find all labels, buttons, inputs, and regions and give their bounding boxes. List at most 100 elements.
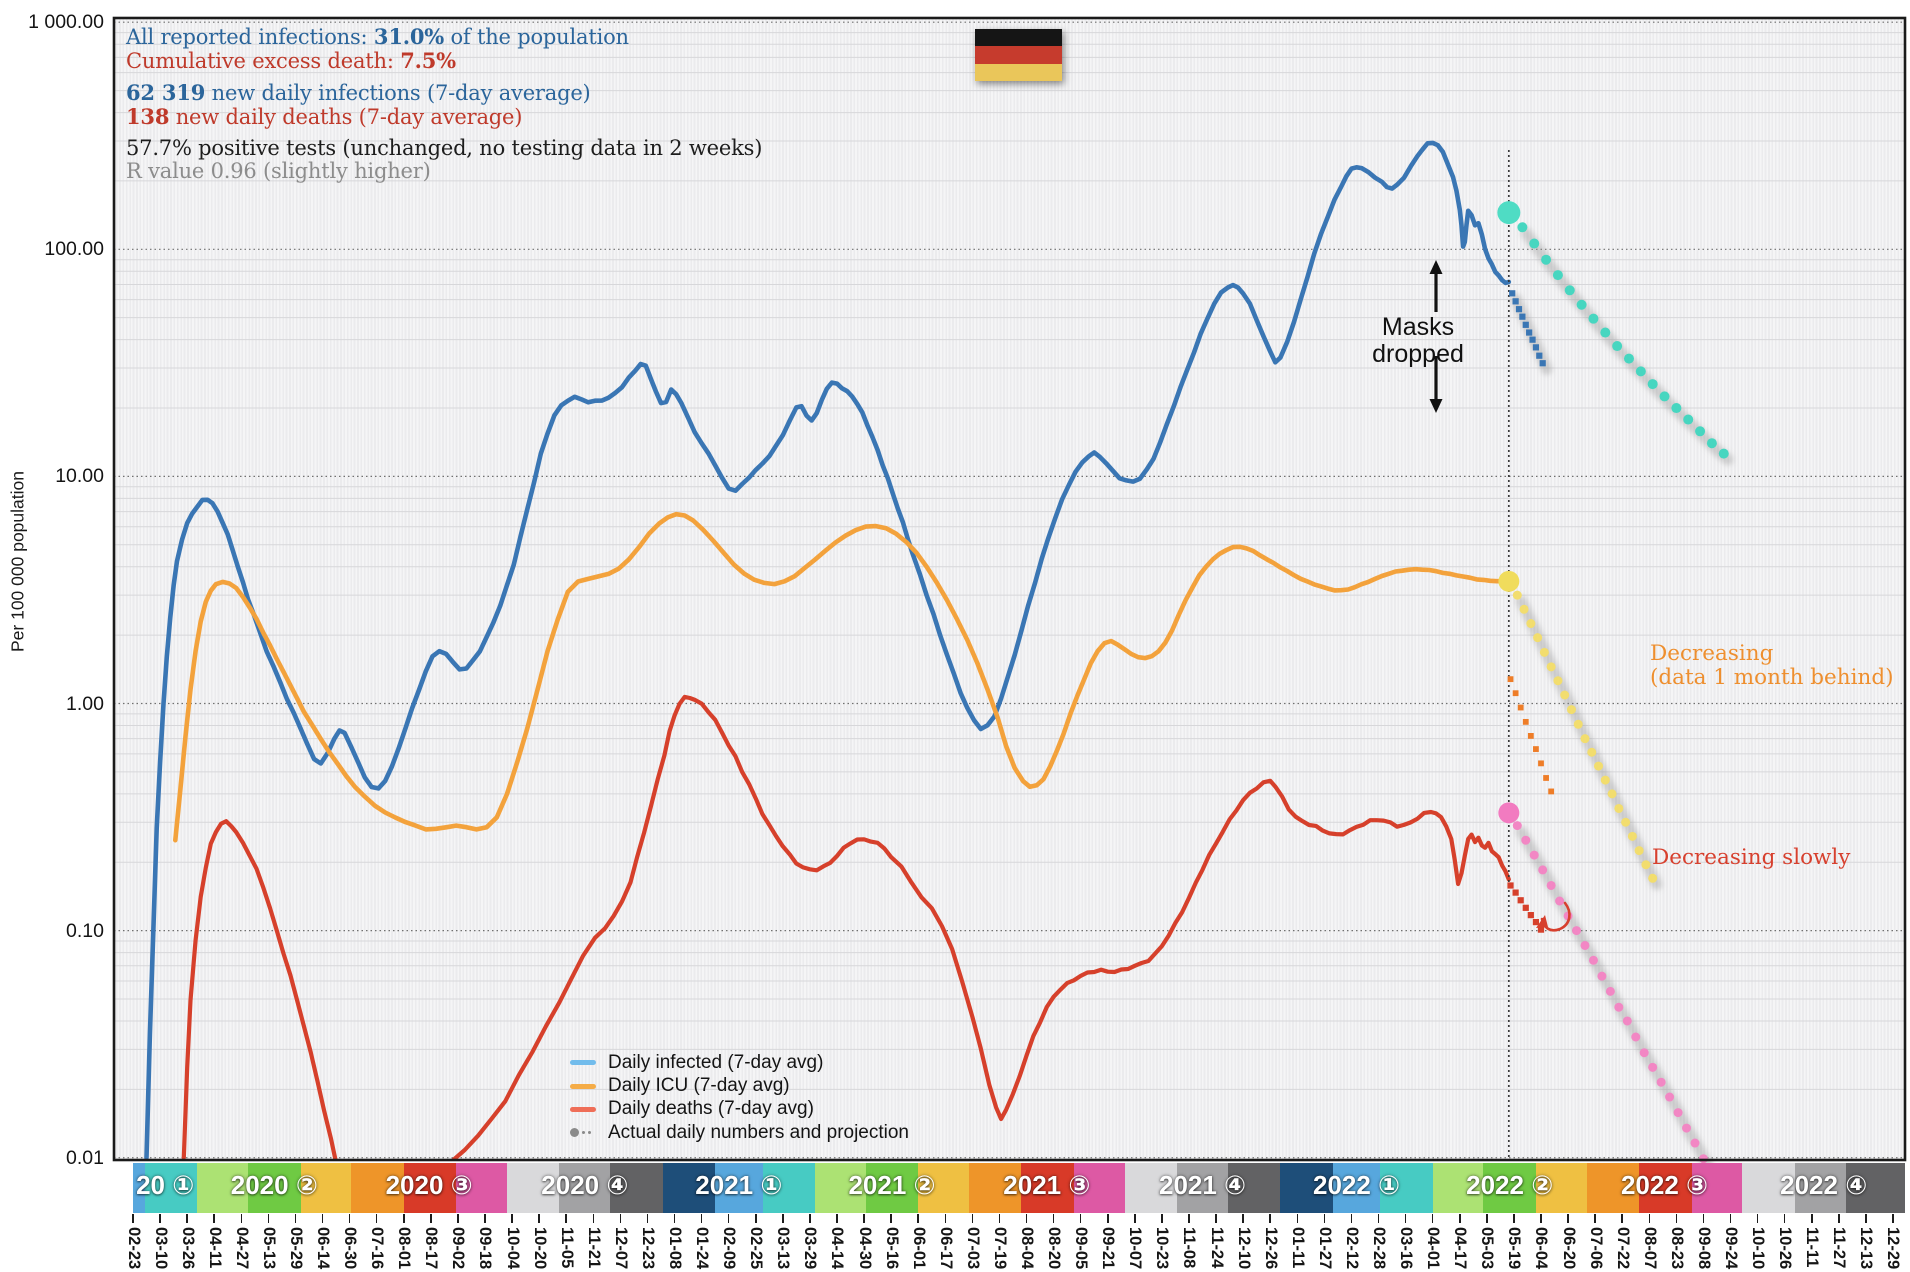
month-cell: [559, 1163, 611, 1213]
y-tick-label: 0.01: [66, 1146, 104, 1169]
month-cell: [456, 1163, 507, 1213]
quarter-band-label: 2022 ④: [1780, 1170, 1868, 1200]
deaths-projection: [1512, 821, 1708, 1164]
x-tick-label: 12-13: [1857, 1227, 1876, 1270]
stats-block: All reported infections: 31.0% of the po…: [126, 25, 762, 183]
infections-daily-actual: [1509, 290, 1546, 367]
month-cell: [506, 1163, 560, 1213]
x-tick-label: 10-10: [1749, 1227, 1768, 1270]
quarter-band-label: 2020 ③: [385, 1170, 473, 1200]
month-cell: [1845, 1163, 1899, 1213]
x-tick-mark: [484, 1214, 486, 1223]
month-cell: [1639, 1163, 1692, 1213]
x-tick-label: 06-30: [341, 1227, 360, 1270]
x-tick-label: 05-16: [882, 1227, 901, 1270]
x-tick-mark: [1052, 1214, 1055, 1223]
x-tick-mark: [321, 1214, 324, 1223]
x-tick-label: 11-08: [1180, 1227, 1199, 1269]
x-tick-label: 04-01: [1424, 1227, 1443, 1270]
x-tick-label: 11-24: [1207, 1227, 1226, 1269]
x-tick-label: 07-19: [990, 1227, 1009, 1270]
legend-label: Daily deaths (7-day avg): [608, 1098, 814, 1120]
stat-excess-death: Cumulative excess death: 7.5%: [126, 48, 456, 73]
flag-stripe-black: [975, 29, 1062, 47]
legend-item-4: Actual daily numbers and projection: [570, 1121, 909, 1144]
month-cell: [1124, 1163, 1178, 1213]
x-tick-label: 06-14: [314, 1227, 333, 1270]
month-cell: [762, 1163, 815, 1213]
x-tick-label: 09-05: [1072, 1227, 1091, 1270]
x-tick-label: 12-07: [611, 1227, 630, 1270]
gridlines: [114, 21, 1905, 1159]
x-tick-mark: [1215, 1214, 1217, 1223]
x-tick-mark: [1865, 1214, 1867, 1223]
x-tick-mark: [836, 1214, 838, 1223]
y-tick-label: 1.00: [66, 692, 104, 715]
x-tick-mark: [1404, 1214, 1407, 1223]
x-tick-label: 09-21: [1099, 1227, 1118, 1270]
quarter-band-label: 2021 ①: [695, 1170, 783, 1200]
stat-all-infections: All reported infections: 31.0% of the po…: [126, 24, 629, 49]
icu-daily-actual: [1507, 676, 1555, 795]
stat-new-deaths: 138 new daily deaths (7-day average): [126, 104, 523, 129]
x-tick-mark: [1106, 1214, 1109, 1223]
deaths-daily-actual: [1507, 882, 1545, 933]
y-tick-label: 1 000.00: [28, 11, 104, 34]
month-cell: [662, 1163, 716, 1213]
x-tick-label: 03-16: [1397, 1227, 1416, 1270]
x-tick-mark: [294, 1214, 297, 1223]
legend: Daily infected (7-day avg) Daily ICU (7-d…: [570, 1051, 909, 1145]
x-tick-mark: [646, 1214, 649, 1223]
quarter-band-label: 2022 ③: [1620, 1170, 1709, 1200]
month-cell: [814, 1163, 866, 1213]
x-tick-label: 11-21: [584, 1227, 603, 1269]
x-tick-mark: [1729, 1214, 1732, 1223]
x-tick-label: 06-17: [936, 1227, 955, 1270]
x-tick-label: 06-20: [1559, 1227, 1578, 1270]
legend-label: Actual daily numbers and projection: [608, 1121, 910, 1143]
quarter-band-label: 2021 ③: [1003, 1170, 1091, 1200]
legend-line-swatch: [570, 1083, 596, 1089]
x-tick-mark: [1838, 1214, 1840, 1223]
x-tick-mark: [1513, 1214, 1515, 1223]
x-tick-label: 03-26: [178, 1227, 197, 1270]
legend-label: Daily ICU (7-day avg): [608, 1075, 790, 1097]
x-tick-mark: [1675, 1214, 1678, 1223]
x-tick-mark: [1161, 1214, 1163, 1223]
projection-shadows: [1510, 227, 1734, 1171]
icu-projection: [1512, 590, 1658, 883]
x-tick-mark: [1431, 1214, 1434, 1223]
x-tick-mark: [890, 1214, 892, 1223]
y-tick-label: 100.00: [44, 238, 104, 261]
x-tick-mark: [727, 1214, 730, 1223]
x-tick-label: 10-20: [530, 1227, 549, 1270]
month-cell: [351, 1163, 404, 1213]
x-tick-label: 04-11: [205, 1227, 224, 1269]
x-tick-mark: [1025, 1214, 1028, 1223]
daily-infected-line: [144, 140, 1512, 1160]
x-tick-label: 12-10: [1234, 1227, 1253, 1270]
x-tick-label: 08-20: [1045, 1227, 1064, 1270]
month-cell: [1227, 1163, 1281, 1213]
x-tick-label: 02-28: [1370, 1227, 1389, 1270]
x-tick-mark: [754, 1214, 757, 1223]
x-tick-mark: [565, 1214, 568, 1223]
quarter-band-label: 2020 ②: [230, 1170, 318, 1200]
x-tick-mark: [511, 1214, 513, 1223]
month-cell: [1280, 1163, 1333, 1213]
infections-projection: [1517, 222, 1729, 459]
deaths-squiggle-arrow: [1536, 901, 1571, 932]
month-cell: [1073, 1163, 1125, 1213]
x-tick-label: 07-06: [1586, 1227, 1605, 1270]
month-cell: [865, 1163, 919, 1213]
x-tick-label: 12-23: [638, 1227, 657, 1270]
plot-background: [114, 18, 1905, 1160]
x-tick-label: 01-08: [666, 1227, 685, 1270]
x-tick-mark: [186, 1214, 188, 1223]
x-tick-mark: [402, 1214, 405, 1223]
x-tick-mark: [132, 1214, 134, 1223]
month-cell: [1794, 1163, 1846, 1213]
month-cell: [1332, 1163, 1381, 1213]
x-tick-label: 10-23: [1153, 1227, 1172, 1270]
x-tick-mark: [159, 1214, 161, 1223]
